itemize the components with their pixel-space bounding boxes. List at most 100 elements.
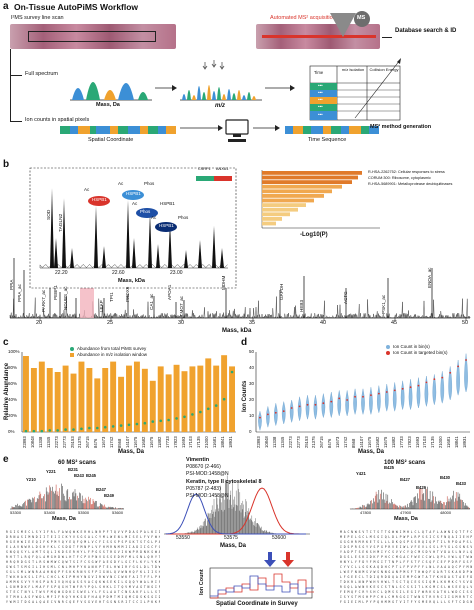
ion-count-chart <box>255 352 470 433</box>
phos-label-3: Phos <box>178 215 189 220</box>
legend-d-dot-red <box>386 351 390 355</box>
c-bar <box>126 365 132 432</box>
table-row-4: ••• <box>318 104 323 109</box>
d-violin <box>392 382 397 412</box>
left-ion-label: B245 <box>86 473 97 478</box>
main-tick-label: 20 <box>36 320 43 326</box>
d-targeted-point <box>393 389 396 392</box>
d-violin <box>440 371 445 404</box>
d-violin <box>400 380 405 411</box>
d-violin <box>305 395 310 420</box>
survey-label: I²MS survey line scan <box>11 15 64 21</box>
vimentin-info: P08670 (2-466) <box>186 464 221 470</box>
ms-badge: MS <box>357 15 366 21</box>
panel-e-letter: e <box>3 454 9 465</box>
d-targeted-point <box>346 399 349 401</box>
d-violin <box>384 383 389 412</box>
d-targeted-point <box>441 376 444 379</box>
left-ion-label: B249 <box>104 493 115 498</box>
right-ion-label: Y421 <box>356 471 366 476</box>
center-tick-label: 53600 <box>272 535 286 541</box>
inset-peak <box>94 206 98 268</box>
d-targeted-point <box>362 395 364 398</box>
d-targeted-point <box>385 391 388 393</box>
c-bar <box>229 366 235 432</box>
d-violin <box>448 366 452 401</box>
d-violin <box>369 387 373 415</box>
table-header-time: Time <box>314 70 324 75</box>
right-ion-label: B430 <box>440 475 451 480</box>
c-point <box>199 410 202 414</box>
c-bar <box>30 368 37 432</box>
table-header-ce: Collision Energy <box>369 67 399 72</box>
c-point <box>159 419 163 423</box>
left-ms2-title: 60 MS² scans <box>58 460 97 466</box>
inset-peak <box>62 198 66 268</box>
d-y-tick-label: 0 <box>249 429 252 434</box>
d-violin <box>329 391 334 419</box>
c-point <box>135 422 139 426</box>
c-point <box>230 370 234 374</box>
center-tick-label: 53550 <box>176 535 190 541</box>
right-ion-label: B427 <box>400 477 411 482</box>
scan-line-left <box>28 31 156 42</box>
auto-ms2-label: Automated MS² acquisition <box>270 15 336 21</box>
flow-line-full <box>10 75 22 76</box>
left-tick-label: 53300 <box>10 510 22 515</box>
c-bar <box>70 373 77 432</box>
c-point <box>191 413 194 416</box>
pathway-bar <box>262 212 290 217</box>
legend-c-dot <box>70 347 74 351</box>
c-point <box>88 426 91 430</box>
c-point <box>80 427 83 431</box>
legend-d-dot <box>386 345 390 349</box>
d-y-tick-label: 40 <box>249 365 255 370</box>
inset-peak <box>156 244 160 268</box>
vimentin-info-mod: PSI-MOD:1458@N <box>186 471 229 477</box>
inset-peak <box>220 248 224 268</box>
database-label: Database search & ID <box>395 28 457 34</box>
c-point <box>222 397 226 401</box>
d-violin <box>313 395 318 420</box>
hspb1-badge-1 <box>88 196 110 206</box>
ms-badge-circle <box>354 11 370 27</box>
workflow-diagram <box>60 58 401 142</box>
table-row-1: ••• <box>318 83 323 88</box>
pathway-bar <box>262 217 282 221</box>
c-bar <box>141 368 148 432</box>
spatial-survey-label: Spatial Coordinate in Survey <box>216 601 298 607</box>
d-y-tick-label: 20 <box>249 397 255 402</box>
d-y-tick-label: 50 <box>249 349 255 354</box>
d-violin <box>408 379 413 411</box>
main-axis-label: Mass, kDa <box>222 328 252 334</box>
c-point <box>32 429 36 433</box>
d-violin <box>345 390 349 417</box>
phos-label-2: HSPB1 <box>160 201 175 206</box>
c-point <box>167 418 170 422</box>
right-tick-label: 47800 <box>360 510 372 515</box>
inset-tick-3: 23.00 <box>170 270 183 276</box>
full-spectrum-label: Full spectrum <box>25 71 59 77</box>
ion-count-label: Ion Count <box>199 569 205 595</box>
csrp1-label: CSRP1 <box>198 167 211 171</box>
inset-peak <box>50 188 54 268</box>
d-violin <box>337 390 342 417</box>
d-targeted-point <box>354 395 356 398</box>
d-y-tick-label: 30 <box>249 381 255 386</box>
right-tick-label: 48000 <box>440 510 452 515</box>
d-targeted-point <box>449 371 452 374</box>
d-violin <box>289 399 294 423</box>
c-point <box>56 429 59 432</box>
c-bar <box>38 361 45 432</box>
legend-d-2: Ion Count in targeted bin(s) <box>393 350 448 355</box>
pathway-bar <box>262 184 342 189</box>
left-ion-label: Y221 <box>46 469 56 474</box>
keratin-title: Keratin, type II cytoskeletal 8 <box>186 479 262 485</box>
left-sequence-map: R G I S M E C L S Y I F R L F A W Q W K … <box>6 530 160 604</box>
pathway-bar <box>262 189 332 194</box>
d-targeted-point <box>370 394 372 397</box>
d-targeted-point <box>314 403 317 406</box>
spatial-coordinate-label: Spatial Coordinate <box>88 137 134 143</box>
pathway-bar <box>262 175 358 180</box>
